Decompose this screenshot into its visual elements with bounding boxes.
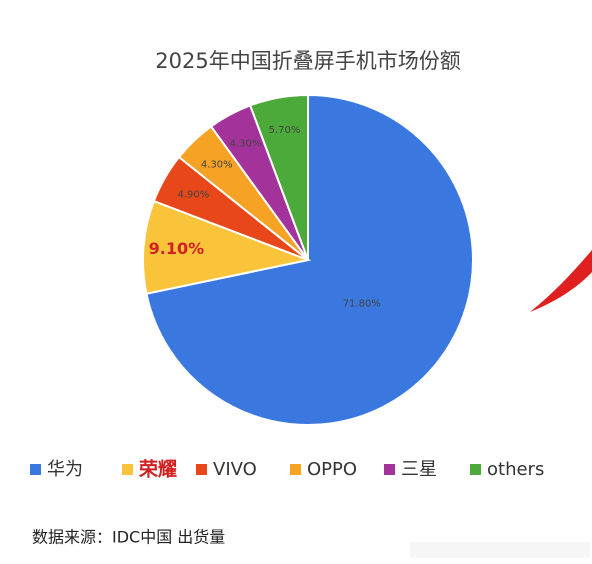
value-label: 4.90% [178,189,210,200]
legend-swatch [384,464,395,475]
pie-slice [142,199,312,295]
value-label: 4.30% [230,139,262,150]
value-label: 71.80% [343,299,381,310]
legend-label: 华为 [47,459,83,480]
legend-label: 荣耀 [138,458,177,481]
source-note: 数据来源：IDC中国 出货量 [32,528,225,547]
legend-swatch [30,464,41,475]
legend-label: 三星 [401,459,437,480]
decoration-swoosh [530,250,592,312]
value-label: 9.10% [149,239,205,258]
legend-swatch [290,464,301,475]
legend-label: OPPO [307,459,357,480]
legend-swatch [470,464,481,475]
pie-slice [248,93,309,261]
legend-swatch [196,464,207,475]
value-label: 5.70% [269,125,301,136]
value-label: 4.30% [201,160,233,171]
legend-label: others [487,459,544,480]
watermark [410,542,590,558]
legend-label: VIVO [213,459,257,480]
legend-swatch [122,464,133,475]
chart-title: 2025年中国折叠屏手机市场份额 [155,49,460,73]
